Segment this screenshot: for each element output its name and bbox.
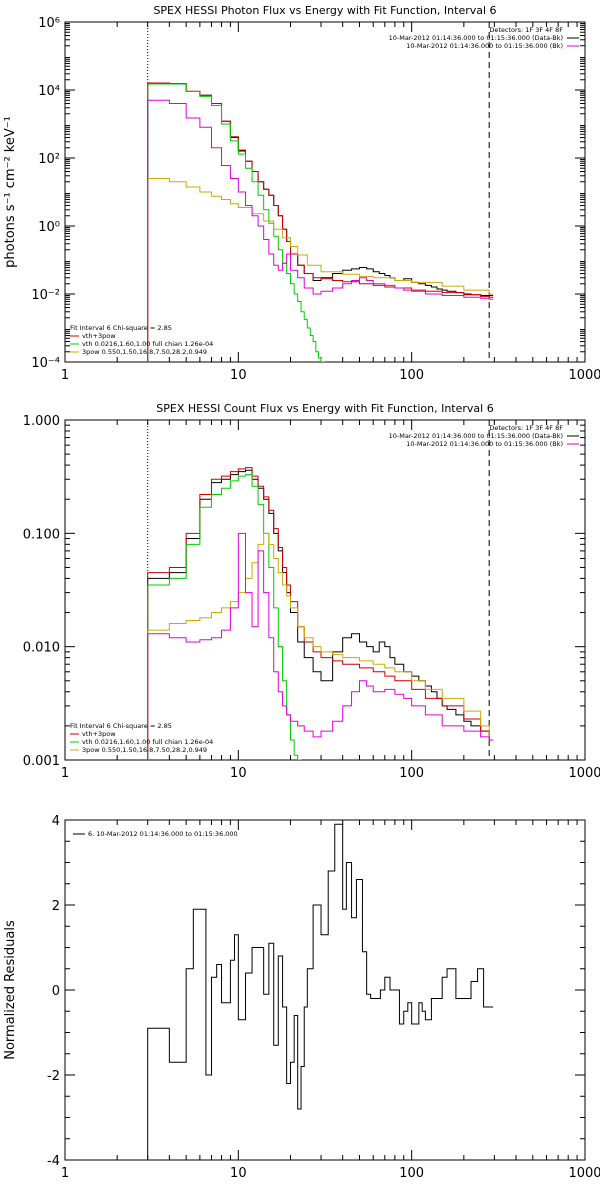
series-line-2 bbox=[147, 467, 494, 760]
legend-text: 10-Mar-2012 01:14:36.000 to 01:15:36.000… bbox=[406, 42, 563, 50]
series-line-5 bbox=[147, 532, 494, 760]
x-tick-label: 1000 bbox=[568, 368, 600, 383]
legend-text: 10-Mar-2012 01:14:36.000 to 01:15:36.000… bbox=[406, 440, 563, 448]
y-tick-label: 10⁰ bbox=[38, 220, 60, 235]
x-tick-label: 1 bbox=[61, 368, 69, 383]
series-line-1 bbox=[147, 83, 494, 362]
series-line-4 bbox=[147, 177, 494, 362]
y-tick-label: 4 bbox=[52, 814, 60, 829]
legend-text: vth 0.0216,1.60,1.00 full chian 1.26e-04 bbox=[82, 738, 213, 746]
legend-text: Detectors: 1F 3F 4F 8F bbox=[489, 424, 563, 432]
legend-text: Fit Interval 6 Chi-square = 2.85 bbox=[70, 722, 172, 730]
legend-text: 3pow 0.550,1.50,16.8,7.50,28.2,0.949 bbox=[82, 746, 207, 754]
y-tick-label: 10⁻² bbox=[31, 288, 60, 303]
y-axis-label: photons s⁻¹ cm⁻² keV⁻¹ bbox=[3, 116, 18, 268]
y-tick-label: 10⁴ bbox=[38, 84, 60, 99]
y-tick-label: 0 bbox=[52, 984, 60, 999]
legend-text: vth 0.0216,1.60,1.00 full chian 1.26e-04 bbox=[82, 340, 213, 348]
plot-frame bbox=[64, 419, 586, 761]
chart-panel-1: SPEX HESSI Photon Flux vs Energy with Fi… bbox=[3, 4, 600, 383]
plot-frame bbox=[64, 819, 586, 1161]
y-tick-label: -2 bbox=[47, 1069, 60, 1084]
legend-text: vth+3pow bbox=[82, 332, 116, 340]
chart-panel-2: SPEX HESSI Count Flux vs Energy with Fit… bbox=[23, 402, 600, 781]
series-line-3 bbox=[147, 83, 326, 362]
chart-panel-3: 1 10 100 1000 -4 -2 0 2 4 Normalized Residuals 6. … bbox=[3, 814, 600, 1181]
plot-area bbox=[147, 22, 494, 362]
series-line-4 bbox=[147, 532, 494, 760]
y-tick-label: 2 bbox=[52, 899, 60, 914]
legend-text: 10-Mar-2012 01:14:36.000 to 01:15:36.000… bbox=[389, 34, 563, 42]
y-tick-label: -4 bbox=[47, 1154, 60, 1169]
x-tick-label: 1 bbox=[61, 1166, 69, 1181]
y-tick-label: 10⁻⁴ bbox=[31, 356, 60, 371]
x-tick-label: 10 bbox=[230, 1166, 247, 1181]
y-tick-label: 0.001 bbox=[23, 754, 60, 769]
y-tick-label: 0.010 bbox=[23, 641, 60, 656]
x-tick-label: 1000 bbox=[568, 766, 600, 781]
legend-text: Detectors: 1F 3F 4F 8F bbox=[489, 26, 563, 34]
y-tick-label: 10² bbox=[38, 152, 60, 167]
legend-text: 3pow 0.550,1.50,16.8,7.50,28.2,0.949 bbox=[82, 348, 207, 356]
x-tick-label: 10 bbox=[230, 368, 247, 383]
x-tick-label: 10 bbox=[230, 766, 247, 781]
y-tick-label: 10⁶ bbox=[38, 16, 60, 31]
y-axis-label: Normalized Residuals bbox=[3, 920, 18, 1060]
series-line-5 bbox=[147, 99, 494, 362]
plot-area bbox=[147, 823, 494, 1160]
x-tick-label: 100 bbox=[399, 368, 424, 383]
chart-title: SPEX HESSI Photon Flux vs Energy with Fi… bbox=[153, 4, 496, 17]
x-tick-label: 100 bbox=[399, 766, 424, 781]
legend-text: 10-Mar-2012 01:14:36.000 to 01:15:36.000… bbox=[389, 432, 563, 440]
plot-frame bbox=[64, 21, 586, 363]
plot-area bbox=[147, 420, 494, 760]
legend-text: vth+3pow bbox=[82, 730, 116, 738]
x-tick-label: 1000 bbox=[568, 1166, 600, 1181]
y-tick-label: 0.100 bbox=[23, 527, 60, 542]
series-line-3 bbox=[147, 474, 302, 760]
legend-text: Fit Interval 6 Chi-square = 2.85 bbox=[70, 324, 172, 332]
x-tick-label: 1 bbox=[61, 766, 69, 781]
chart-title: SPEX HESSI Count Flux vs Energy with Fit… bbox=[156, 402, 493, 415]
legend-text: 6. 10-Mar-2012 01:14:36.000 to 01:15:36.… bbox=[88, 830, 238, 838]
series-line-1 bbox=[147, 823, 494, 1160]
x-tick-label: 100 bbox=[399, 1166, 424, 1181]
y-tick-label: 1.000 bbox=[23, 414, 60, 429]
